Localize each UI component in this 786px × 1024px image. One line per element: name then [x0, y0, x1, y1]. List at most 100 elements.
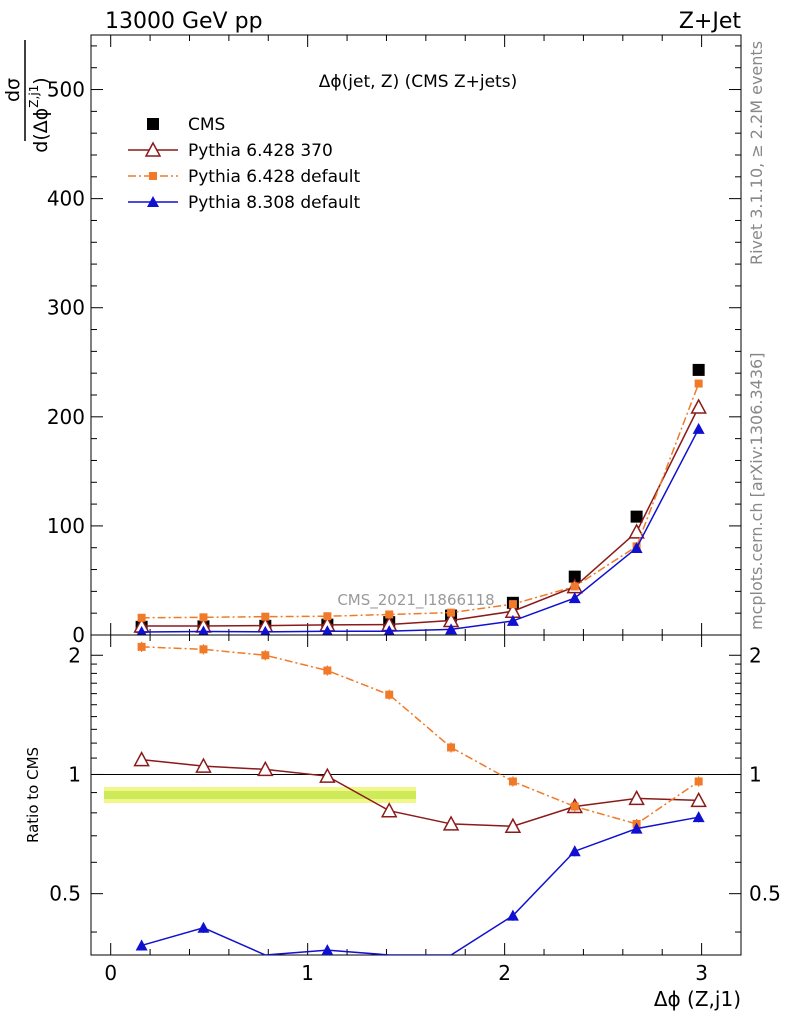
ratio-data-point [506, 909, 519, 921]
main-data-point [260, 625, 271, 635]
ratio-ytick-label-left: 1 [68, 762, 81, 786]
main-ylabel-den-text: d(Δϕ [30, 108, 52, 153]
ratio-axis-ticks: 0.5 0.5 1 1 2 2 0 1 2 3 [49, 635, 781, 985]
main-data-point [383, 625, 395, 635]
main-ytick-label: 400 [47, 187, 85, 211]
main-data-point [568, 592, 581, 604]
main-data-point [445, 623, 458, 635]
main-data-point [261, 612, 270, 621]
legend-marker [147, 118, 159, 130]
main-data-point [385, 610, 394, 619]
main-ytick-label: 300 [47, 296, 85, 320]
main-data-point [199, 613, 208, 622]
ratio-series-pythia-6-428-370 [133, 751, 707, 833]
main-data-point [694, 379, 703, 388]
ratio-xtick-label: 2 [498, 961, 511, 985]
ratio-data-point [694, 777, 703, 786]
main-data-point [508, 600, 517, 609]
main-data-point [506, 614, 519, 626]
ratio-data-point [199, 645, 208, 654]
ratio-data-point [321, 944, 334, 955]
main-data-point [692, 422, 705, 434]
main-data-point [136, 625, 147, 635]
ratio-data-point [447, 743, 456, 752]
ratio-data-point [257, 760, 274, 777]
main-data-point [322, 625, 333, 635]
main-ytick-label: 500 [47, 78, 85, 102]
main-data-point [447, 608, 456, 617]
legend-label: Pythia 8.308 default [188, 193, 361, 213]
main-ylabel-numerator: dσ [2, 78, 24, 102]
ratio-xtick-label: 0 [104, 961, 117, 985]
main-data-point [630, 541, 643, 553]
main-data-point [570, 582, 579, 591]
ratio-data-point [630, 822, 643, 834]
ratio-xtick-label: 1 [301, 961, 314, 985]
main-panel: 0 100 200 300 400 500 Δϕ(jet, Z) (CMS Z+jets)… [2, 34, 742, 647]
legend-marker [144, 141, 162, 157]
ratio-data-point [508, 777, 517, 786]
rivet-label: Rivet 3.1.10, ≥ 2.2M events [747, 41, 766, 265]
ratio-data-point [628, 789, 645, 806]
ratio-xtick-label: 3 [695, 961, 708, 985]
main-ylabel-denominator: d(ΔϕZ,j1) [27, 77, 52, 152]
ratio-data-point [197, 921, 210, 933]
ratio-data-point [385, 690, 394, 699]
main-ylabel: dσ d(ΔϕZ,j1) [2, 40, 52, 153]
ratio-panel: 0.5 0.5 1 1 2 2 0 1 2 3 Ratio to CMS Δϕ (Z,j1) [24, 634, 781, 1011]
legend-label: Pythia 6.428 370 [188, 141, 333, 161]
ratio-series-line [141, 758, 699, 827]
ratio-series [133, 641, 707, 955]
legend-marker [147, 196, 159, 207]
legend-marker [149, 172, 157, 180]
ratio-series-line [141, 816, 699, 955]
ratio-data-point [261, 651, 270, 660]
main-ylabel-close: ) [30, 77, 52, 84]
ratio-data-point [504, 817, 522, 833]
ratio-ytick-label-right: 0.5 [749, 882, 781, 906]
mcplots-label: mcplots.cern.ch [arXiv:1306.3436] [747, 353, 766, 630]
main-series-line [141, 383, 700, 619]
header-left: 13000 GeV pp [105, 9, 263, 34]
main-series-pythia-8-308-default [136, 422, 705, 635]
ratio-data-point [570, 802, 579, 811]
main-axis-ticks: 0 100 200 300 400 500 [47, 35, 742, 647]
main-data-point [137, 613, 146, 622]
main-data-point [630, 510, 643, 523]
main-data-point [198, 625, 209, 635]
ratio-data-point [568, 845, 581, 857]
ratio-series-pythia-8-308-default [135, 811, 705, 955]
legend-label: CMS [188, 115, 225, 135]
legend-label: Pythia 6.428 default [188, 167, 361, 187]
ratio-ytick-label-right: 1 [749, 762, 762, 786]
main-ylabel-sup-text: Z,j1 [27, 85, 41, 108]
ratio-data-point [690, 791, 707, 808]
main-series-pythia-6-428-default [137, 379, 703, 622]
main-data-point [628, 523, 645, 539]
main-ytick-label: 200 [47, 405, 85, 429]
ratio-data-point [442, 815, 460, 831]
ratio-ytick-label-left: 0.5 [49, 882, 81, 906]
ratio-uncertainty-band-inner [104, 791, 416, 799]
watermark: CMS_2021_I1866118 [337, 591, 494, 610]
main-data-point [568, 570, 581, 583]
main-series-line [141, 406, 700, 627]
ratio-data-point [133, 751, 150, 767]
main-ytick-label: 0 [72, 623, 85, 647]
ratio-data-point [135, 939, 148, 951]
main-data-point [692, 363, 705, 376]
main-title: Δϕ(jet, Z) (CMS Z+jets) [319, 72, 517, 92]
main-data-point [690, 398, 707, 414]
header-right: Z+Jet [679, 9, 742, 34]
main-ytick-label: 100 [47, 514, 85, 538]
ratio-ytick-label-right: 2 [749, 643, 762, 667]
ratio-data-point [692, 811, 705, 823]
ratio-ytick-label-left: 2 [68, 643, 81, 667]
ratio-ylabel: Ratio to CMS [24, 747, 42, 843]
ratio-xlabel: Δϕ (Z,j1) [654, 987, 741, 1011]
ratio-data-point [137, 642, 146, 651]
ratio-data-point [195, 757, 212, 773]
main-series-line [141, 428, 700, 633]
legend: CMS Pythia 6.428 370 Pythia 6.428 default P… [128, 115, 361, 213]
